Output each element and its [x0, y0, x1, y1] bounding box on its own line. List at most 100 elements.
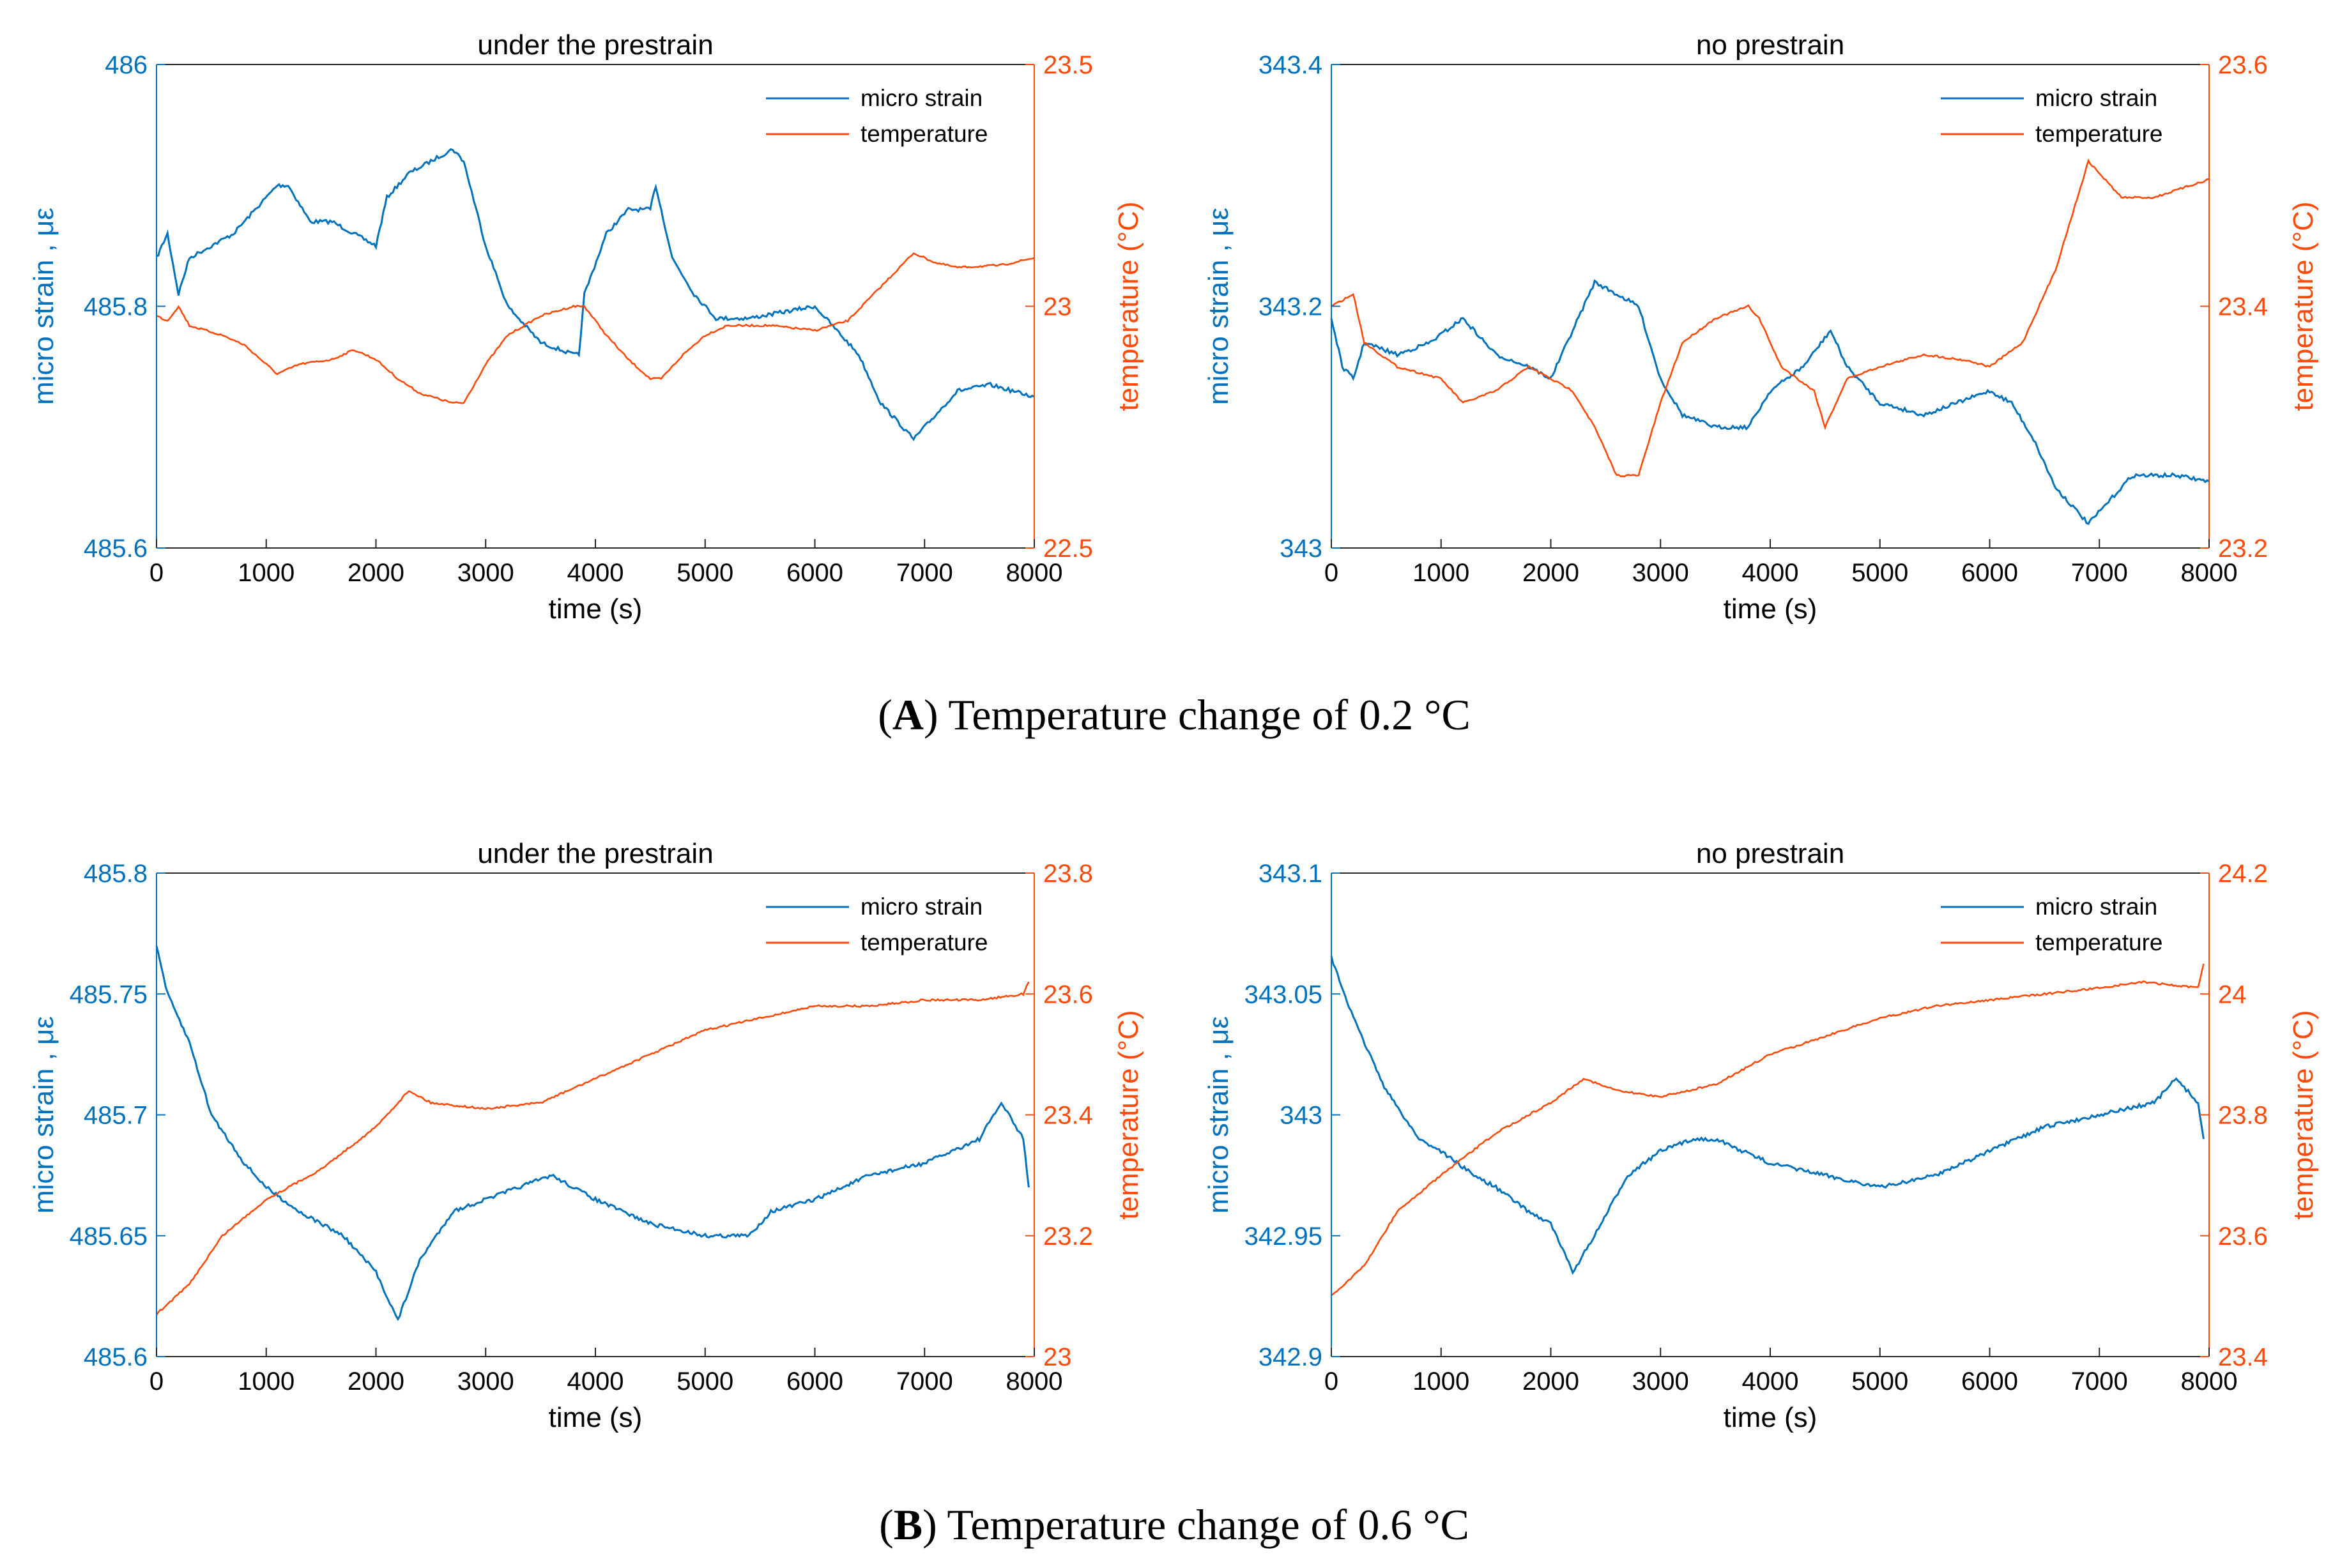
x-tick-label: 4000	[1742, 559, 1799, 587]
right-y-tick-label: 23.4	[1043, 1102, 1093, 1130]
legend: micro strain temperature	[766, 85, 988, 147]
right-y-tick-label: 23.8	[2218, 1102, 2268, 1130]
chart-0: 0 1000 2000 3000 4000 5000 6000 7000 8000 485.6 48…	[28, 29, 1144, 625]
left-y-tick-label: 485.7	[84, 1102, 148, 1130]
legend-label: micro strain	[2035, 894, 2157, 920]
series-line-temperature	[156, 252, 1035, 404]
x-tick-label: 1000	[238, 1367, 295, 1396]
x-tick-label: 6000	[786, 1367, 843, 1396]
x-tick-label: 0	[149, 1367, 164, 1396]
series-line-micro-strain	[155, 945, 1030, 1321]
x-tick-label: 6000	[786, 559, 843, 587]
legend-label: temperature	[861, 121, 988, 147]
right-y-tick-label: 23.6	[2218, 51, 2268, 79]
x-tick-label: 2000	[348, 1367, 404, 1396]
x-tick-label: 2000	[1522, 559, 1579, 587]
x-tick-label: 3000	[457, 1367, 514, 1396]
legend-label: micro strain	[861, 894, 983, 920]
chart-title: under the prestrain	[477, 29, 713, 61]
legend: micro strain temperature	[766, 894, 988, 955]
right-y-tick-label: 23.4	[2218, 293, 2268, 321]
right-y-tick-label: 23.6	[1043, 980, 1093, 1009]
series-line-temperature	[155, 981, 1030, 1316]
right-y-tick-label: 23	[1043, 293, 1072, 321]
x-tick-label: 3000	[1632, 559, 1689, 587]
left-y-tick-label: 485.75	[70, 980, 148, 1009]
left-y-tick-label: 342.9	[1259, 1343, 1322, 1371]
right-y-axis-label: temperature (°C)	[1113, 1010, 1144, 1219]
x-tick-label: 6000	[1961, 559, 2018, 587]
caption-a: (A) Temperature change of 0.2 °C	[878, 690, 1471, 739]
legend-label: temperature	[2035, 929, 2163, 955]
x-tick-label: 8000	[1006, 1367, 1063, 1396]
left-y-tick-label: 343	[1280, 1102, 1322, 1130]
series-line-temperature	[1331, 963, 2205, 1297]
legend: micro strain temperature	[1941, 894, 2163, 955]
x-tick-label: 1000	[238, 559, 295, 587]
x-tick-label: 8000	[1006, 559, 1063, 587]
chart-1: 0 1000 2000 3000 4000 5000 6000 7000 8000 343 343.…	[1203, 29, 2319, 625]
chart-3: 0 1000 2000 3000 4000 5000 6000 7000 8000 342.9 34…	[1203, 838, 2319, 1433]
right-y-tick-label: 23	[1043, 1343, 1072, 1371]
left-y-tick-label: 485.65	[70, 1222, 148, 1251]
x-tick-label: 4000	[567, 559, 624, 587]
x-tick-label: 0	[149, 559, 164, 587]
x-axis-label: time (s)	[549, 1402, 643, 1433]
left-y-tick-label: 485.6	[84, 1343, 148, 1371]
x-tick-label: 1000	[1412, 1367, 1469, 1396]
left-y-tick-label: 343.2	[1259, 293, 1322, 321]
x-tick-label: 3000	[1632, 1367, 1689, 1396]
left-y-tick-label: 343.4	[1259, 51, 1322, 79]
left-y-tick-label: 342.95	[1244, 1222, 1322, 1251]
right-y-axis-label: temperature (°C)	[2288, 201, 2319, 411]
right-y-tick-label: 23.2	[1043, 1222, 1093, 1251]
legend-label: micro strain	[2035, 85, 2157, 111]
legend-label: micro strain	[861, 85, 983, 111]
x-tick-label: 4000	[567, 1367, 624, 1396]
x-tick-label: 8000	[2181, 1367, 2238, 1396]
legend-label: temperature	[861, 929, 988, 955]
series-line-micro-strain	[1330, 279, 2210, 525]
right-y-tick-label: 22.5	[1043, 535, 1093, 563]
x-tick-label: 5000	[1851, 559, 1908, 587]
x-tick-label: 7000	[2071, 1367, 2128, 1396]
chart-title: no prestrain	[1696, 29, 1844, 61]
legend: micro strain temperature	[1941, 85, 2163, 147]
left-y-axis-label: micro strain , με	[1203, 208, 1234, 405]
left-y-axis-label: micro strain , με	[28, 1016, 59, 1214]
x-tick-label: 0	[1324, 559, 1338, 587]
x-tick-label: 2000	[348, 559, 404, 587]
x-tick-label: 7000	[896, 1367, 953, 1396]
left-y-axis-label: micro strain , με	[1203, 1016, 1234, 1214]
right-y-tick-label: 23.2	[2218, 535, 2268, 563]
x-tick-label: 5000	[677, 559, 733, 587]
x-tick-label: 5000	[677, 1367, 733, 1396]
x-tick-label: 7000	[896, 559, 953, 587]
left-y-tick-label: 343.1	[1259, 860, 1322, 888]
right-y-tick-label: 24	[2218, 980, 2247, 1009]
left-y-tick-label: 343.05	[1244, 980, 1322, 1009]
chart-title: under the prestrain	[477, 838, 713, 869]
x-tick-label: 6000	[1961, 1367, 2018, 1396]
x-tick-label: 1000	[1412, 559, 1469, 587]
series-line-temperature	[1331, 158, 2210, 478]
x-tick-label: 3000	[457, 559, 514, 587]
x-tick-label: 4000	[1742, 1367, 1799, 1396]
legend-label: temperature	[2035, 121, 2163, 147]
left-y-tick-label: 343	[1280, 535, 1322, 563]
left-y-axis-label: micro strain , με	[28, 208, 59, 405]
series-line-micro-strain	[156, 148, 1035, 441]
x-axis-label: time (s)	[1724, 1402, 1817, 1433]
right-y-tick-label: 23.5	[1043, 51, 1093, 79]
right-y-axis-label: temperature (°C)	[1113, 201, 1144, 411]
x-tick-label: 0	[1324, 1367, 1338, 1396]
left-y-tick-label: 485.8	[84, 293, 148, 321]
right-y-tick-label: 23.8	[1043, 860, 1093, 888]
x-axis-label: time (s)	[549, 593, 643, 625]
x-tick-label: 2000	[1522, 1367, 1579, 1396]
right-y-axis-label: temperature (°C)	[2288, 1010, 2319, 1219]
x-tick-label: 7000	[2071, 559, 2128, 587]
right-y-tick-label: 23.6	[2218, 1222, 2268, 1251]
left-y-tick-label: 485.6	[84, 535, 148, 563]
